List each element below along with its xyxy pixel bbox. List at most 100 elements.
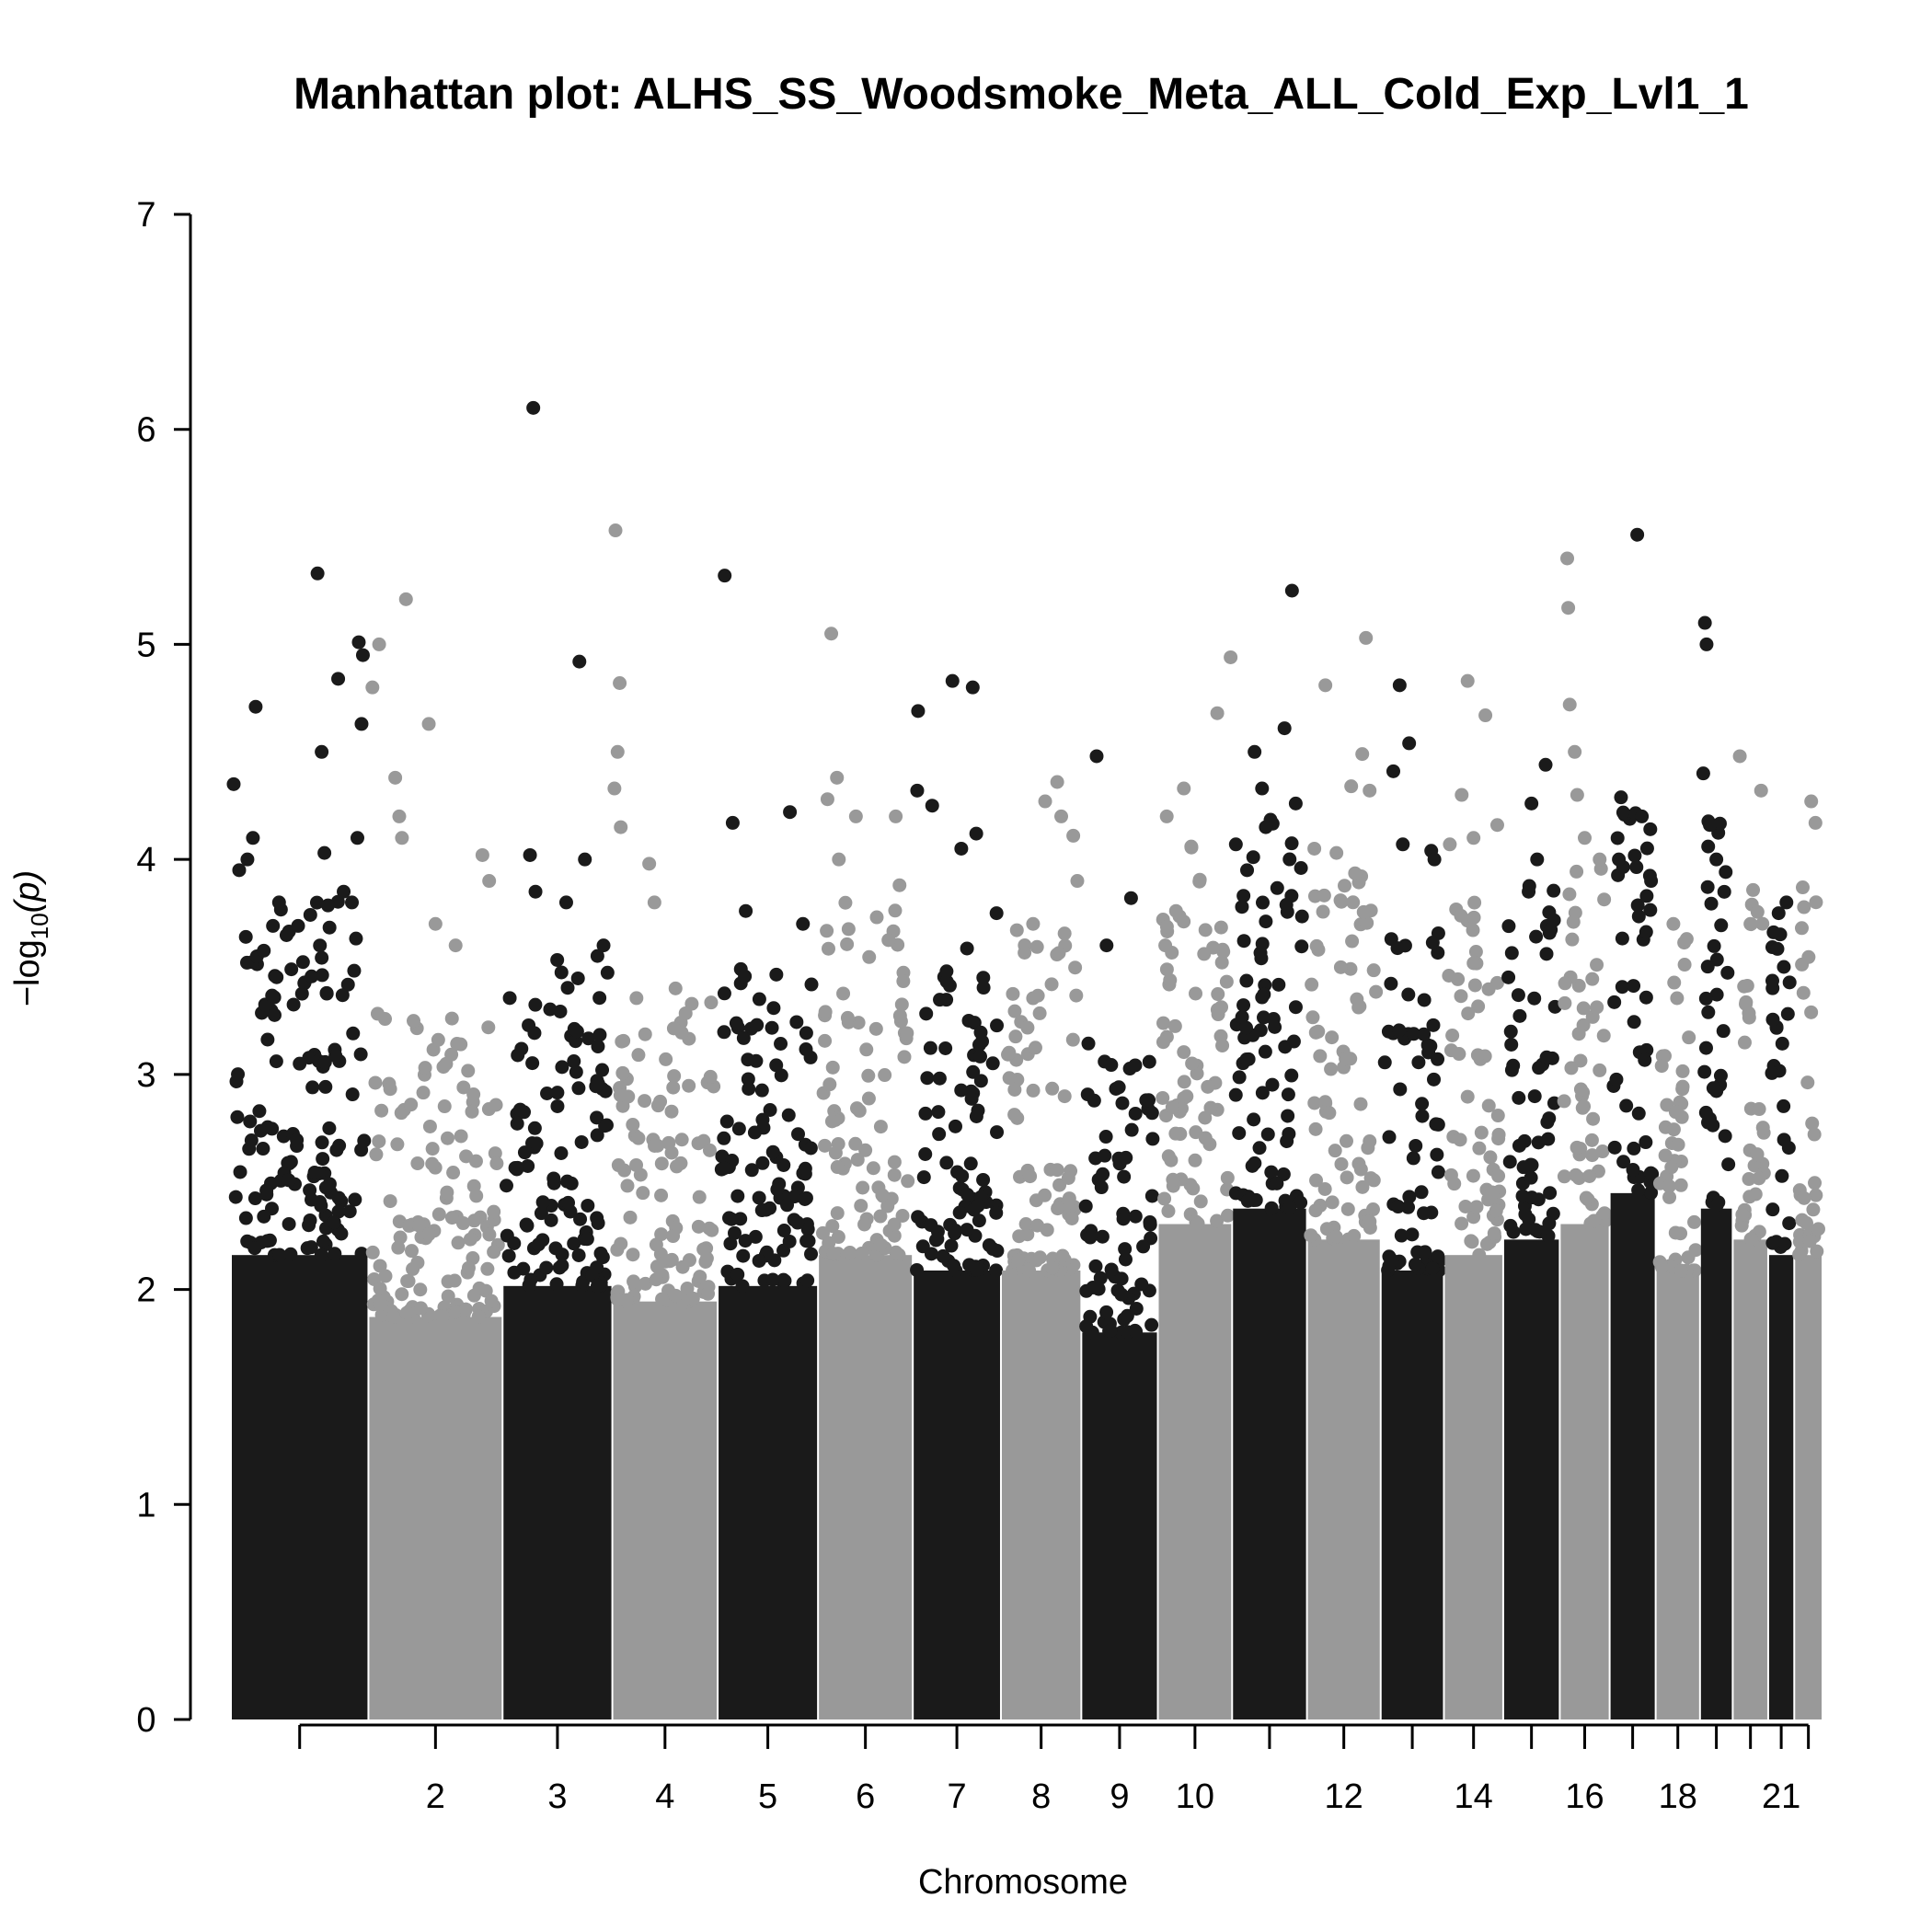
snp-point — [455, 1216, 470, 1231]
snp-point — [456, 1080, 471, 1095]
snp-point — [1129, 1301, 1144, 1316]
snp-point — [919, 1006, 934, 1021]
snp-point — [1284, 1068, 1299, 1083]
snp-point — [540, 1087, 555, 1101]
snp-point — [1079, 1283, 1094, 1298]
snp-point — [589, 1079, 604, 1094]
top-snp-point — [1392, 678, 1407, 693]
snp-point — [1639, 990, 1653, 1005]
top-snp-point — [614, 820, 628, 834]
snp-point — [1165, 1100, 1179, 1115]
snp-point — [777, 1273, 792, 1288]
chromosome-15-points — [1501, 757, 1562, 1719]
snp-point — [667, 1069, 682, 1084]
snp-point — [1415, 1109, 1430, 1123]
snp-point — [1333, 960, 1348, 974]
snp-point — [1719, 865, 1733, 880]
snp-point — [901, 1174, 915, 1189]
snp-point — [1806, 1202, 1821, 1217]
snp-point — [435, 1309, 450, 1324]
snp-point — [374, 1307, 389, 1322]
snp-point — [1524, 1190, 1539, 1205]
snp-point — [616, 1033, 631, 1048]
snp-point — [1308, 1203, 1323, 1218]
snp-point — [395, 1287, 409, 1302]
snp-point — [1809, 1188, 1823, 1202]
top-snp-point — [832, 852, 846, 867]
snp-point — [315, 1135, 329, 1150]
snp-point — [948, 1226, 962, 1241]
snp-point — [412, 1218, 427, 1233]
top-snp-point — [1635, 809, 1650, 823]
snp-point — [284, 962, 299, 977]
top-snp-point — [1777, 960, 1791, 974]
snp-point — [924, 1218, 938, 1233]
snp-point — [1008, 1029, 1023, 1044]
snp-point — [1168, 903, 1183, 918]
snp-point — [270, 970, 284, 984]
snp-point — [1394, 1228, 1409, 1243]
snp-cluster — [1733, 1239, 1767, 1719]
snp-point — [1662, 1179, 1676, 1193]
snp-point — [328, 1049, 343, 1064]
snp-point — [480, 1261, 495, 1276]
snp-point — [692, 1190, 707, 1204]
x-tick-label: 18 — [1659, 1777, 1697, 1816]
y-tick-label: 0 — [136, 1701, 155, 1740]
snp-point — [669, 1288, 684, 1303]
snp-point — [393, 1230, 408, 1245]
snp-point — [1455, 1216, 1469, 1231]
snp-point — [300, 1241, 315, 1256]
snp-point — [548, 1241, 563, 1256]
snp-point — [841, 922, 856, 937]
snp-point — [1658, 1148, 1673, 1163]
snp-cluster — [1560, 1224, 1609, 1719]
snp-point — [955, 1168, 970, 1183]
snp-point — [948, 1119, 962, 1133]
snp-point — [507, 1236, 522, 1251]
snp-point — [1638, 1052, 1652, 1067]
top-snp-point — [523, 847, 537, 862]
snp-point — [856, 1180, 870, 1195]
snp-cluster — [1656, 1271, 1699, 1719]
snp-point — [1630, 898, 1645, 913]
snp-point — [1670, 991, 1685, 1006]
snp-point — [654, 1188, 669, 1202]
snp-point — [256, 1142, 270, 1156]
snp-point — [896, 974, 911, 989]
snp-point — [666, 1080, 681, 1095]
snp-point — [1742, 1190, 1757, 1204]
snp-point — [329, 1143, 344, 1157]
snp-point — [305, 1080, 320, 1095]
top-snp-point — [824, 627, 839, 641]
snp-point — [1255, 990, 1270, 1005]
snp-point — [1609, 1072, 1624, 1087]
chromosome-10-points — [1156, 650, 1238, 1719]
snp-point — [555, 1060, 569, 1075]
snp-point — [1527, 1089, 1542, 1104]
snp-point — [918, 1106, 933, 1121]
snp-point — [1189, 986, 1203, 1001]
snp-point — [664, 1252, 679, 1267]
snp-point — [661, 1135, 676, 1150]
top-snp-point — [526, 400, 541, 415]
snp-point — [1616, 1155, 1631, 1169]
snp-point — [1029, 939, 1044, 954]
snp-point — [649, 1237, 663, 1252]
top-snp-point — [1307, 841, 1322, 856]
snp-point — [1568, 905, 1582, 920]
snp-point — [923, 1041, 937, 1055]
snp-point — [309, 895, 324, 910]
snp-point — [590, 1260, 604, 1275]
snp-point — [1643, 1185, 1658, 1200]
snp-point — [631, 1131, 646, 1145]
snp-point — [1654, 1059, 1669, 1074]
snp-point — [1136, 1239, 1151, 1254]
snp-point — [1565, 932, 1580, 947]
snp-point — [560, 981, 575, 995]
snp-point — [525, 1056, 540, 1071]
snp-point — [1363, 1221, 1377, 1236]
snp-point — [1239, 1020, 1254, 1035]
top-snp-point — [572, 654, 587, 669]
top-snp-point — [1396, 837, 1410, 852]
